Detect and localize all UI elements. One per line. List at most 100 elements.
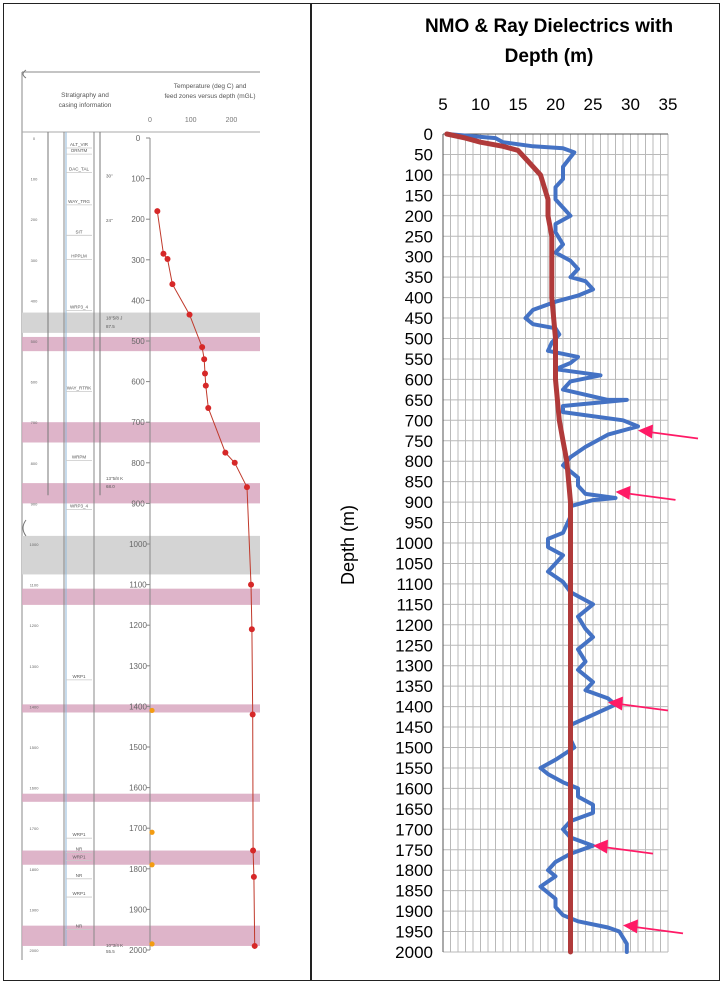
casing-label: 18"5/8 J (106, 316, 122, 321)
y-tick-label: 1250 (395, 636, 433, 655)
strat-unit-label: ORNTM (71, 148, 88, 153)
depth-minor-label: 300 (31, 258, 38, 263)
depth-minor-label: 1700 (30, 826, 40, 831)
y-tick-label: 150 (405, 186, 433, 205)
depth-tick-label: 1100 (129, 581, 147, 590)
y-tick-label: 1700 (395, 820, 433, 839)
annotation-arrow-head (638, 424, 653, 439)
y-tick-label: 1550 (395, 759, 433, 778)
y-tick-label: 550 (405, 350, 433, 369)
y-tick-label: 450 (405, 309, 433, 328)
temperature-point (202, 370, 208, 377)
depth-tick-label: 500 (131, 337, 145, 346)
y-tick-label: 750 (405, 432, 433, 451)
depth-minor-label: 200 (31, 217, 38, 222)
strat-unit-label: HPPLM (71, 254, 87, 259)
y-tick-label: 1200 (395, 616, 433, 635)
y-tick-label: 200 (405, 207, 433, 226)
depth-tick-label: 1900 (129, 905, 147, 914)
x-tick-label: 10 (471, 95, 490, 114)
temperature-point (222, 449, 229, 456)
depth-minor-label: 1300 (30, 664, 40, 669)
depth-tick-label: 600 (131, 378, 145, 387)
feed-zone-pink (22, 850, 260, 865)
feed-zone-marker (149, 707, 155, 714)
y-tick-label: 650 (405, 391, 433, 410)
annotation-arrow-head (593, 839, 608, 854)
casing-label: 68.0 (106, 484, 115, 489)
depth-minor-label: 100 (31, 177, 38, 182)
temp-tick-label: 100 (185, 117, 197, 124)
strat-unit-label: WRP1 (72, 674, 85, 679)
y-tick-label: 900 (405, 493, 433, 512)
depth-minor-label: 1200 (30, 623, 40, 628)
depth-tick-label: 100 (131, 175, 145, 184)
annotation-arrow-shaft (619, 703, 669, 712)
y-tick-label: 1350 (395, 677, 433, 696)
temperature-point (250, 873, 257, 880)
y-tick-label: 950 (405, 514, 433, 533)
y-tick-label: 1100 (396, 575, 433, 594)
strat-unit-label: ALT_VIR (70, 142, 89, 147)
depth-minor-label: 1400 (30, 704, 40, 709)
temperature-point (202, 382, 209, 389)
depth-minor-label: 1900 (30, 907, 40, 912)
temperature-point (201, 356, 208, 363)
feed-zone-marker (149, 862, 155, 868)
feed-zone-pink (22, 588, 260, 605)
annotation-arrow-shaft (604, 846, 654, 855)
strat-unit-label: WRP1 (72, 832, 85, 837)
depth-minor-label: 0 (33, 136, 36, 141)
depth-tick-label: 700 (131, 418, 145, 427)
y-tick-label: 1600 (395, 779, 433, 798)
y-tick-label: 2000 (395, 943, 433, 962)
depth-minor-label: 700 (31, 420, 38, 425)
depth-minor-label: 1600 (30, 786, 40, 791)
feed-zone-pink (22, 483, 260, 504)
y-tick-label: 1500 (395, 739, 433, 758)
y-tick-label: 1050 (395, 554, 433, 573)
strat-unit-label: DAC_TAL (69, 166, 89, 171)
annotation-arrow-head (615, 485, 631, 500)
depth-tick-label: 1600 (129, 784, 147, 793)
y-tick-label: 50 (414, 145, 433, 164)
y-tick-label: 500 (405, 330, 433, 349)
depth-tick-label: 300 (131, 256, 145, 265)
y-axis-label: Depth (m) (338, 505, 358, 585)
feed-zone-pink (22, 793, 260, 802)
depth-minor-label: 1500 (30, 745, 40, 750)
annotation-arrow-shaft (634, 926, 684, 935)
temperature-point (160, 250, 167, 257)
y-tick-label: 1300 (395, 657, 433, 676)
y-tick-label: 1650 (395, 800, 433, 819)
y-tick-label: 850 (405, 473, 433, 492)
strat-unit-label: NR (76, 846, 83, 851)
annotation-arrow-head (608, 696, 623, 711)
depth-tick-label: 0 (136, 134, 141, 143)
annotation-arrow-head (623, 919, 638, 934)
y-tick-label: 350 (405, 268, 433, 287)
temperature-point (248, 581, 255, 588)
feed-zone-grey (22, 312, 260, 333)
depth-tick-label: 1400 (129, 702, 147, 711)
depth-minor-label: 600 (31, 380, 38, 385)
feed-zone-pink (22, 422, 260, 443)
temperature-point (251, 942, 258, 949)
chart-title-line-1: NMO & Ray Dielectrics with (425, 16, 673, 37)
temp-header-text: Temperature (deg C) and (174, 83, 247, 90)
y-tick-label: 1850 (395, 882, 433, 901)
y-tick-label: 400 (405, 289, 433, 308)
temperature-point (205, 404, 212, 411)
y-tick-label: 250 (405, 227, 433, 246)
strat-unit-label: WAY_TRG (68, 199, 90, 204)
casing-label: 87.5 (106, 324, 115, 329)
feed-zone-marker (149, 829, 155, 835)
depth-minor-label: 800 (31, 461, 38, 466)
casing-label: 30" (106, 174, 113, 179)
depth-tick-label: 1500 (129, 743, 147, 752)
depth-minor-label: 400 (31, 298, 38, 303)
depth-tick-label: 800 (131, 459, 145, 468)
temp-tick-label: 0 (148, 117, 152, 124)
